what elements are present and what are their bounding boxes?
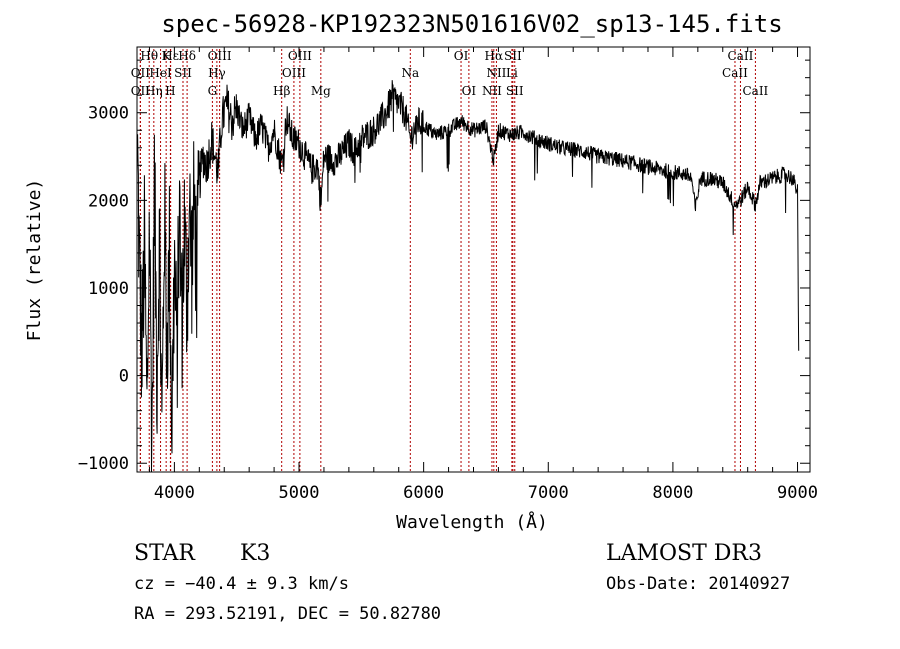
x-tick-label: 4000 <box>154 483 195 503</box>
line-label: SII <box>504 49 522 63</box>
line-label: Li <box>506 66 518 80</box>
spectrum-line <box>137 80 800 473</box>
line-label: OIII <box>288 49 312 63</box>
line-label: CaII <box>722 66 748 80</box>
line-label: SII <box>174 66 192 80</box>
x-tick-label: 7000 <box>528 483 569 503</box>
line-label: OI <box>454 49 469 63</box>
survey-name: LAMOST DR3 <box>606 541 762 566</box>
line-label: CaII <box>742 84 768 98</box>
object-type: STAR <box>134 541 196 566</box>
line-label: Hγ <box>208 66 226 80</box>
line-label: OII <box>131 84 151 98</box>
coordinates: RA = 293.52191, DEC = 50.82780 <box>134 604 441 624</box>
subclass: K3 <box>240 541 270 566</box>
line-label: OII <box>131 66 151 80</box>
line-label: K <box>162 49 172 63</box>
x-tick-label: 9000 <box>777 483 818 503</box>
x-tick-label: 6000 <box>403 483 444 503</box>
line-label: Mg <box>311 84 331 98</box>
chart-title: spec-56928-KP192323N501616V02_sp13-145.f… <box>161 10 782 38</box>
obs-date: Obs-Date: 20140927 <box>606 574 790 594</box>
x-axis-label: Wavelength (Å) <box>396 511 548 533</box>
y-tick-label: 0 <box>119 367 129 387</box>
line-label: Hη <box>145 84 163 98</box>
line-label: HeI <box>149 66 172 80</box>
line-label: OI <box>462 84 477 98</box>
line-label: Hδ <box>178 49 196 63</box>
y-tick-label: −1000 <box>78 454 129 474</box>
y-tick-label: 3000 <box>88 104 129 124</box>
x-tick-label: 8000 <box>652 483 693 503</box>
footer-info: STAR K3 LAMOST DR3 cz = −40.4 ± 9.3 km/s… <box>134 541 790 624</box>
redshift-cz: cz = −40.4 ± 9.3 km/s <box>134 574 349 594</box>
line-label: Hθ <box>140 49 158 63</box>
line-label: NII <box>482 84 502 98</box>
line-label: OIII <box>208 49 232 63</box>
y-tick-label: 1000 <box>88 279 129 299</box>
line-label: G <box>208 84 218 98</box>
line-label: H <box>165 84 175 98</box>
line-label: Na <box>401 66 419 80</box>
y-tick-label: 2000 <box>88 191 129 211</box>
spectral-line-markers <box>139 49 756 472</box>
x-tick-label: 5000 <box>279 483 320 503</box>
line-label: OIII <box>282 66 306 80</box>
x-axis: 4000 5000 6000 7000 8000 9000 <box>148 47 818 503</box>
line-label: Hβ <box>273 84 290 98</box>
line-label: NII <box>486 66 506 80</box>
y-axis-label: Flux (relative) <box>24 179 45 342</box>
y-axis: −1000 0 1000 2000 3000 <box>78 59 810 474</box>
line-label: SII <box>506 84 524 98</box>
line-label: Hα <box>485 49 504 63</box>
line-label: CaII <box>728 49 754 63</box>
